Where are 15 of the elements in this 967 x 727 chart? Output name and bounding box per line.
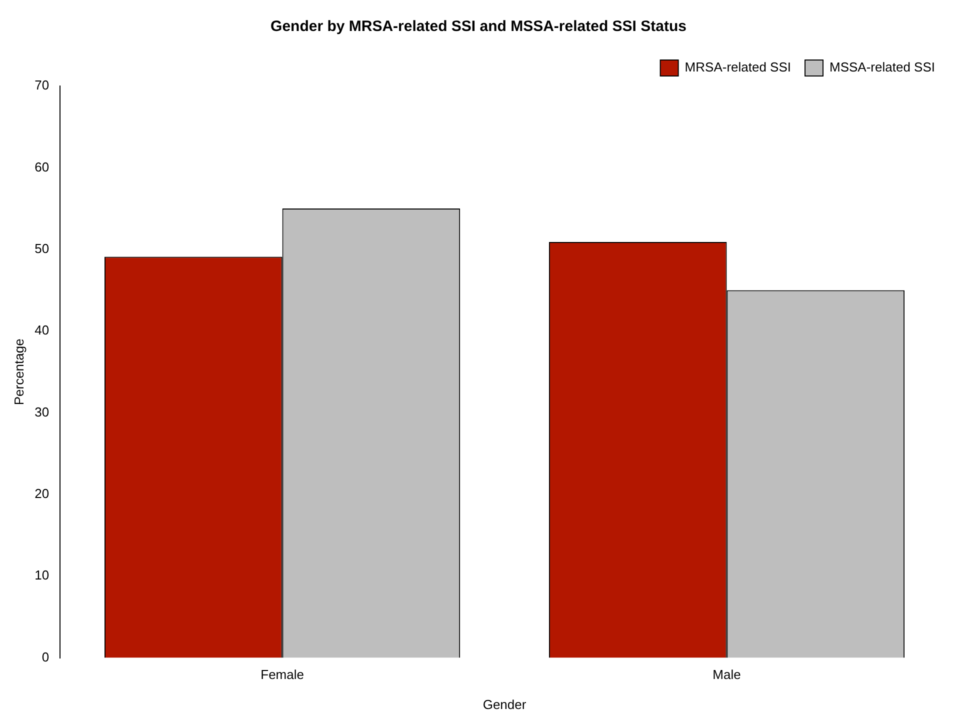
chart-title: Gender by MRSA-related SSI and MSSA-related SSI Status xyxy=(270,18,686,36)
legend-label: MRSA-related SSI xyxy=(684,60,792,75)
y-tick-label: 10 xyxy=(34,568,50,583)
legend-label: MSSA-related SSI xyxy=(830,60,936,75)
y-tick-label: 20 xyxy=(34,486,50,502)
y-tick-label: 30 xyxy=(34,404,50,420)
x-tick-label: Female xyxy=(260,667,304,682)
y-tick-label: 40 xyxy=(34,322,50,338)
y-tick-label: 0 xyxy=(42,649,50,664)
y-tick-label: 50 xyxy=(34,240,50,256)
y-axis-title: Percentage xyxy=(11,338,26,406)
y-tick-label: 70 xyxy=(34,78,50,93)
x-tick-label: Male xyxy=(712,667,741,682)
y-tick-label: 60 xyxy=(34,159,50,174)
x-axis-title: Gender xyxy=(482,696,527,712)
